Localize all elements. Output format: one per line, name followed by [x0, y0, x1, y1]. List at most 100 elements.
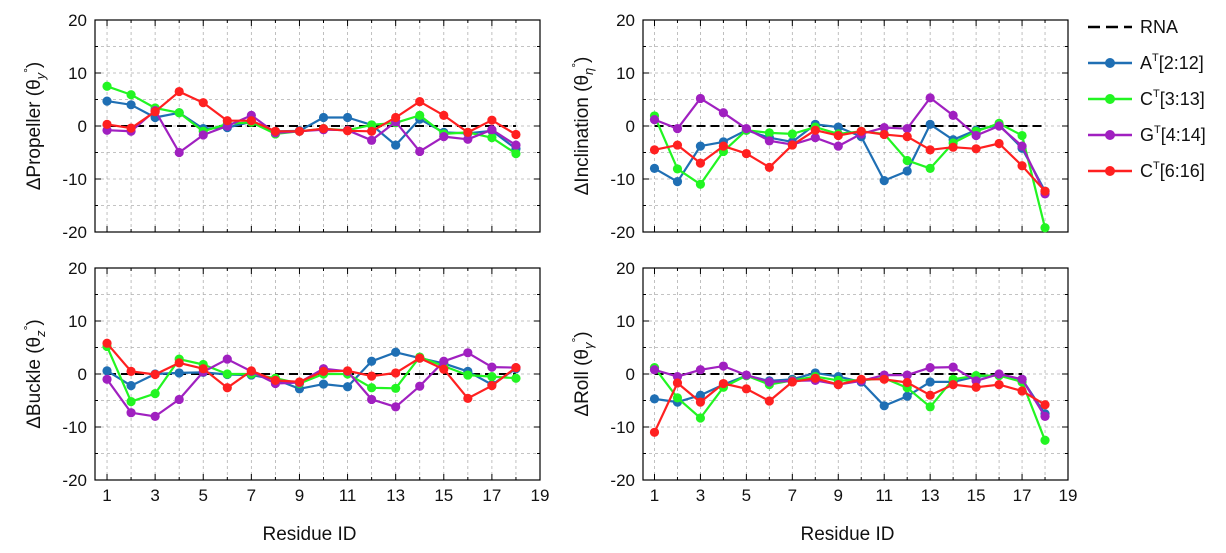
panel-propeller: -20 -10 0 10 20 ΔPropeller (θy°)	[21, 11, 541, 242]
data-point	[222, 369, 232, 379]
data-point	[695, 397, 706, 407]
data-point	[672, 378, 683, 388]
data-point	[222, 354, 232, 364]
data-point	[487, 115, 497, 125]
data-point	[833, 380, 843, 390]
data-point	[391, 112, 401, 123]
data-point	[126, 123, 136, 133]
x-axis-label: Residue ID	[263, 524, 357, 545]
data-point	[833, 122, 843, 132]
x-tick-label: 5	[199, 486, 208, 505]
data-point	[1040, 400, 1050, 410]
data-point	[294, 126, 305, 136]
y-tick-label: -20	[610, 471, 635, 490]
data-point	[222, 116, 232, 126]
y-axis-label: ΔBuckle (θz°)	[21, 319, 48, 429]
data-point	[672, 372, 683, 382]
data-point	[1017, 141, 1027, 151]
data-point	[342, 382, 353, 392]
data-point	[810, 125, 820, 135]
y-tick-label: 10	[68, 64, 87, 83]
legend-entry-c313: CT[3:13]	[1088, 88, 1205, 109]
data-point	[695, 158, 706, 168]
data-point	[764, 136, 774, 146]
x-tick-label: 5	[742, 486, 751, 505]
data-point	[948, 110, 958, 120]
y-tick-label: 0	[626, 365, 635, 384]
data-point	[367, 356, 377, 366]
data-point	[511, 363, 521, 373]
data-point	[695, 93, 706, 104]
data-point	[270, 126, 281, 136]
data-point	[487, 372, 497, 382]
data-point	[222, 383, 232, 393]
y-tick-label: 10	[616, 64, 635, 83]
x-tick-label: 7	[247, 486, 256, 505]
data-point	[198, 130, 208, 140]
data-point	[126, 90, 136, 100]
data-point	[318, 112, 329, 123]
x-tick-label: 11	[875, 486, 893, 505]
data-point	[741, 384, 751, 394]
data-point	[102, 96, 112, 106]
data-point	[391, 402, 401, 412]
data-point	[879, 175, 889, 186]
data-point	[649, 145, 660, 155]
x-tick-label: 17	[1013, 486, 1032, 505]
series-4	[649, 125, 1050, 196]
series-2	[649, 363, 1050, 445]
series-line	[106, 90, 517, 136]
data-point	[463, 370, 473, 380]
series-1	[649, 119, 1050, 196]
data-point	[971, 376, 981, 386]
data-point	[150, 389, 160, 399]
data-point	[367, 126, 377, 136]
data-point	[902, 377, 912, 388]
data-point	[925, 363, 935, 373]
data-point	[879, 374, 889, 384]
y-tick-label: 20	[68, 259, 87, 278]
data-point	[948, 380, 958, 390]
data-point	[415, 97, 425, 107]
x-tick-label: 1	[650, 486, 659, 505]
data-point	[994, 121, 1004, 131]
x-tick-label: 19	[1059, 486, 1078, 505]
y-axis-label: ΔPropeller (θy°)	[21, 62, 48, 191]
data-point	[971, 382, 981, 392]
data-point	[415, 146, 425, 157]
series-3	[649, 93, 1050, 199]
data-point	[925, 119, 935, 130]
series-3	[102, 106, 521, 158]
data-point	[810, 133, 820, 143]
series-4	[102, 86, 521, 140]
data-point	[439, 132, 449, 142]
data-point	[948, 142, 958, 152]
data-point	[764, 396, 774, 406]
data-point	[879, 401, 889, 411]
x-tick-label: 7	[788, 486, 797, 505]
data-point	[1017, 374, 1027, 384]
data-point	[463, 393, 473, 403]
data-point	[511, 148, 521, 159]
y-tick-label: 20	[616, 11, 635, 30]
series-line	[106, 109, 517, 154]
data-point	[487, 381, 497, 391]
data-point	[198, 98, 208, 108]
y-tick-label: 0	[78, 365, 87, 384]
data-point	[649, 163, 660, 173]
data-point	[902, 155, 912, 166]
data-point	[787, 140, 797, 150]
data-point	[1017, 130, 1027, 141]
data-point	[741, 370, 751, 380]
data-point	[856, 126, 866, 136]
series-line	[106, 85, 517, 155]
legend-label: GT[4:14]	[1140, 124, 1206, 145]
data-point	[925, 377, 935, 387]
data-point	[487, 125, 497, 135]
legend-label: CT[6:16]	[1140, 160, 1205, 181]
data-point	[102, 366, 112, 376]
data-point	[391, 347, 401, 357]
data-point	[367, 120, 377, 130]
data-point	[764, 128, 774, 138]
data-point	[718, 361, 729, 371]
